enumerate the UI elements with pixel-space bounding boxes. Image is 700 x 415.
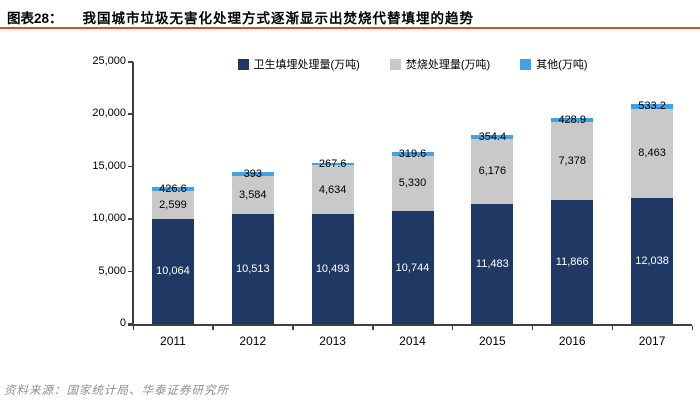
x-axis-label-2013: 2013 [319,334,346,348]
bar-segment-other-2013 [311,162,354,166]
legend-label-other: 其他(万吨) [536,59,588,71]
x-axis-tick [611,326,614,330]
bar-segment-landfill-2013 [311,214,354,324]
figure-title: 我国城市垃圾无害化处理方式逐渐显示出焚烧代替填埋的趋势 [82,11,475,26]
bar-segment-landfill-2012 [231,213,274,324]
y-axis-label: 5,000 [98,264,126,277]
bar-segment-other-2015 [471,135,514,139]
x-axis-line [128,324,692,326]
bar-label-landfill-2011: 10,064 [156,265,190,278]
x-axis-label-2017: 2017 [638,334,666,348]
y-axis-label: 25,000 [92,55,126,67]
y-axis-label: 20,000 [92,107,126,120]
bar-label-incineration-2016: 7,378 [558,154,586,167]
bar-segment-incineration-2016 [551,122,594,200]
y-axis-tick [128,323,133,325]
bar-segment-other-2012 [231,172,274,177]
bar-label-landfill-2012: 10,513 [235,262,270,275]
x-axis-tick [212,326,214,330]
x-axis-tick [292,326,294,330]
x-axis-tick [451,326,454,330]
x-axis-tick [132,326,134,330]
legend-swatch-landfill [237,58,249,70]
bar-segment-other-2016 [551,117,594,123]
x-axis-label-2015: 2015 [478,334,506,348]
bar-label-landfill-2014: 10,744 [395,261,430,274]
bar-segment-other-2014 [391,152,434,156]
bar-segment-landfill-2011 [151,218,194,324]
y-axis-label: 15,000 [92,159,126,172]
bar-segment-incineration-2012 [231,176,274,214]
legend-swatch-incineration [389,58,401,70]
figure-header: 图表28： 我国城市垃圾无害化处理方式逐渐显示出焚烧代替填埋的趋势 [7,7,474,27]
bar-label-other-2013: 267.6 [318,158,347,171]
bar-segment-incineration-2017 [631,109,674,198]
bar-label-incineration-2017: 8,463 [638,147,666,160]
bar-segment-landfill-2014 [391,211,434,324]
bar-label-incineration-2014: 5,330 [398,177,427,190]
bar-label-other-2011: 426.6 [159,183,187,196]
legend-label-landfill: 卫生填埋处理量(万吨) [253,59,360,71]
bar-segment-incineration-2011 [151,191,194,219]
legend-item-landfill: 卫生填埋处理量(万吨) [237,56,360,72]
x-axis-label-2016: 2016 [558,334,586,348]
bar-label-landfill-2016: 11,866 [555,255,589,268]
y-axis-tick [128,113,133,115]
bar-label-other-2014: 319.6 [398,147,427,160]
bar-label-incineration-2011: 2,599 [159,198,187,211]
bar-segment-other-2017 [631,103,674,110]
bar-label-landfill-2013: 10,493 [315,263,350,276]
bar-segment-other-2011 [151,186,194,192]
bar-label-other-2017: 533.2 [638,100,666,113]
figure-number: 图表28： [7,11,63,26]
bar-label-incineration-2013: 4,634 [318,183,347,196]
bar-label-incineration-2015: 6,176 [478,165,507,178]
title-rule [0,27,700,29]
x-axis-tick [691,326,693,330]
bar-segment-incineration-2013 [311,165,354,215]
y-axis-tick [128,270,133,273]
bar-segment-landfill-2016 [551,199,594,324]
bar-label-other-2016: 428.9 [558,114,586,127]
x-axis-label-2014: 2014 [399,334,426,348]
source-note: 资料来源：国家统计局、华泰证券研究所 [4,385,229,397]
bar-label-landfill-2015: 11,483 [475,257,509,270]
x-axis-tick [372,326,374,330]
bar-segment-incineration-2014 [391,155,434,212]
bar-segment-incineration-2015 [471,138,514,204]
y-axis-label: 10,000 [92,212,126,225]
legend-item-incineration: 焚烧处理量(万吨) [389,56,491,72]
x-axis-tick [531,326,534,330]
y-axis-tick [128,61,133,63]
x-axis-label-2011: 2011 [160,334,186,348]
bar-label-other-2015: 354.4 [478,131,507,144]
legend-item-other: 其他(万吨) [520,56,587,72]
bar-segment-landfill-2017 [631,197,674,324]
y-axis-tick [128,165,133,168]
y-axis-line [132,62,134,326]
chart-legend: 卫生填埋处理量(万吨) 焚烧处理量(万吨) 其他(万吨) [133,56,692,72]
bar-segment-landfill-2015 [471,203,514,324]
legend-label-incineration: 焚烧处理量(万吨) [405,59,491,71]
y-axis-tick [128,218,133,220]
bar-label-landfill-2017: 12,038 [635,254,669,267]
legend-swatch-other [520,58,532,70]
y-axis-label: 0 [119,317,126,329]
x-axis-label-2012: 2012 [239,334,267,348]
bar-label-incineration-2012: 3,584 [239,189,267,202]
bar-label-other-2012: 393 [243,168,262,181]
